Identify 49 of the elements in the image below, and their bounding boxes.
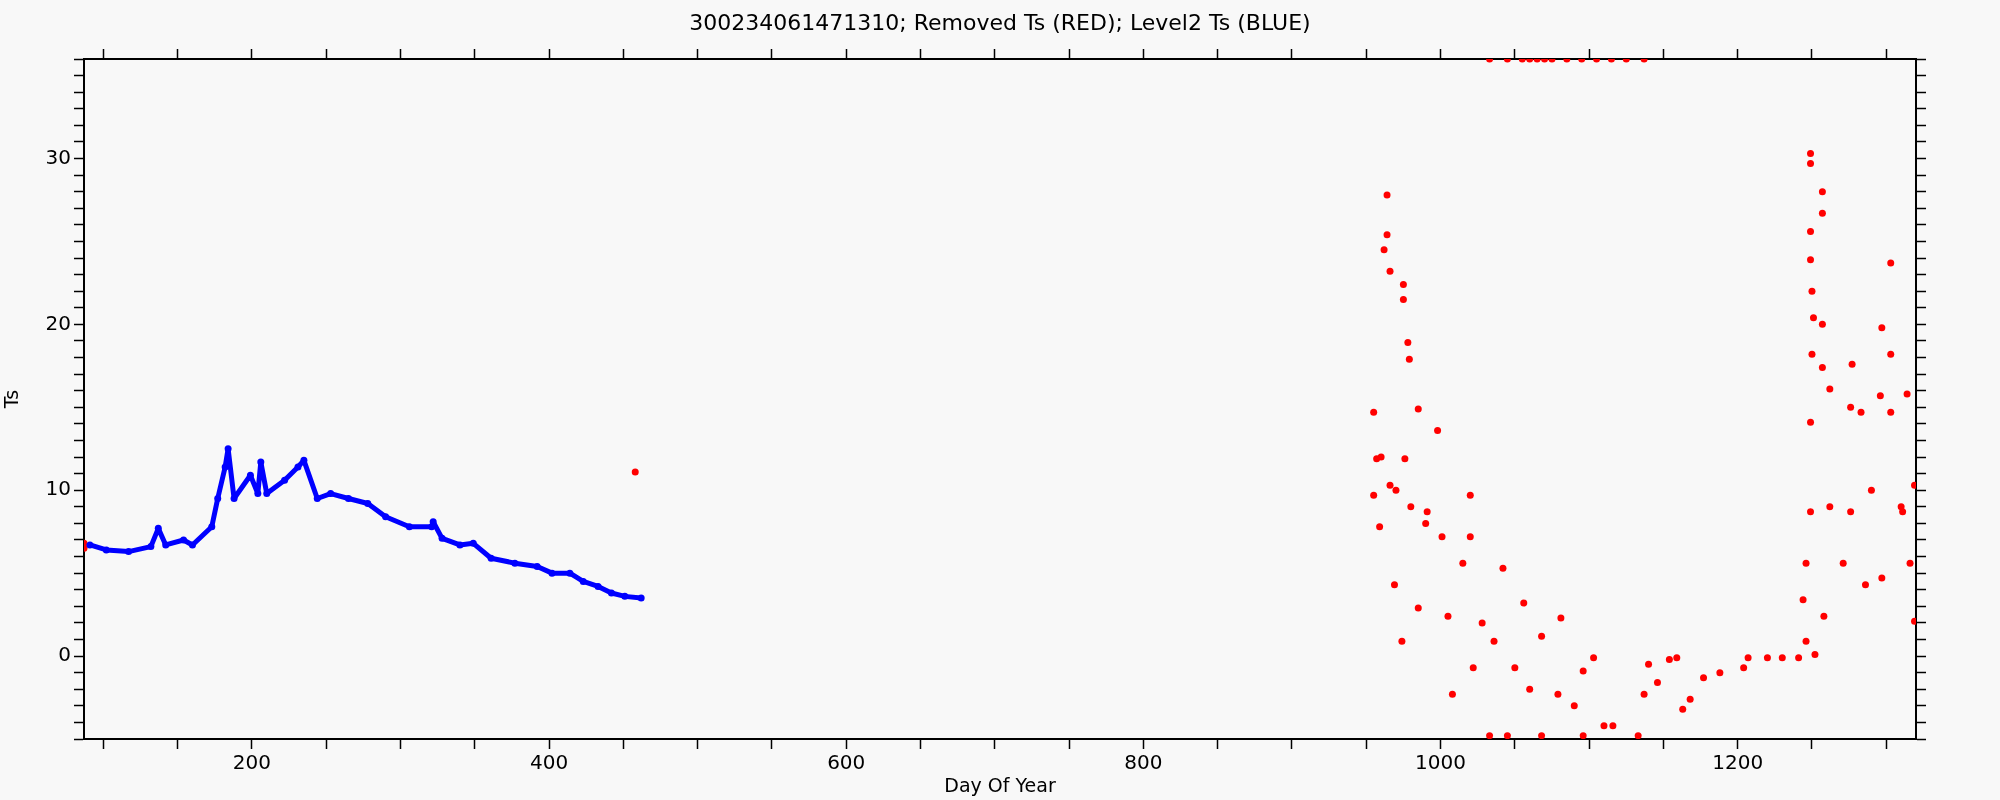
- y-axis-title: Ts: [0, 389, 23, 410]
- point: [548, 569, 556, 577]
- y-tick-label: 0: [58, 642, 71, 667]
- point: [208, 523, 216, 531]
- point: [579, 577, 587, 585]
- point: [364, 499, 372, 507]
- point: [327, 490, 335, 498]
- point: [637, 594, 645, 602]
- point: [438, 534, 446, 542]
- x-tick-label: 600: [827, 750, 866, 775]
- x-tick-label: 200: [232, 750, 271, 775]
- point: [254, 490, 262, 498]
- point: [594, 582, 602, 590]
- point: [344, 495, 352, 503]
- point: [382, 513, 390, 521]
- y-tick-label: 20: [45, 310, 71, 335]
- y-tick-label: 10: [45, 476, 71, 501]
- point: [180, 536, 188, 544]
- point: [405, 523, 413, 531]
- point: [511, 559, 519, 567]
- point: [125, 548, 133, 556]
- point: [281, 476, 289, 484]
- point: [456, 541, 464, 549]
- point: [294, 463, 302, 471]
- point: [533, 563, 541, 571]
- point: [257, 458, 265, 466]
- point: [263, 490, 271, 498]
- x-tick-label: 1200: [1712, 750, 1764, 775]
- point: [162, 541, 170, 549]
- point: [469, 539, 477, 547]
- point: [487, 554, 495, 562]
- point: [566, 569, 574, 577]
- point: [214, 495, 222, 503]
- point: [86, 541, 94, 549]
- y-tick-label: 30: [45, 144, 71, 169]
- x-tick-label: 800: [1124, 750, 1163, 775]
- point: [224, 445, 232, 453]
- point: [607, 589, 615, 597]
- point: [621, 592, 629, 600]
- point: [188, 541, 196, 549]
- point: [221, 463, 229, 471]
- point: [102, 546, 110, 554]
- x-tick-label: 1000: [1415, 750, 1466, 775]
- x-axis-title: Day Of Year: [944, 773, 1056, 796]
- x-tick-label: 400: [529, 750, 569, 775]
- point: [313, 495, 321, 503]
- point: [230, 495, 238, 503]
- chart-title: 300234061471310; Removed Ts (RED); Level2 Ts (BLUE): [688, 10, 1312, 35]
- point: [147, 543, 155, 551]
